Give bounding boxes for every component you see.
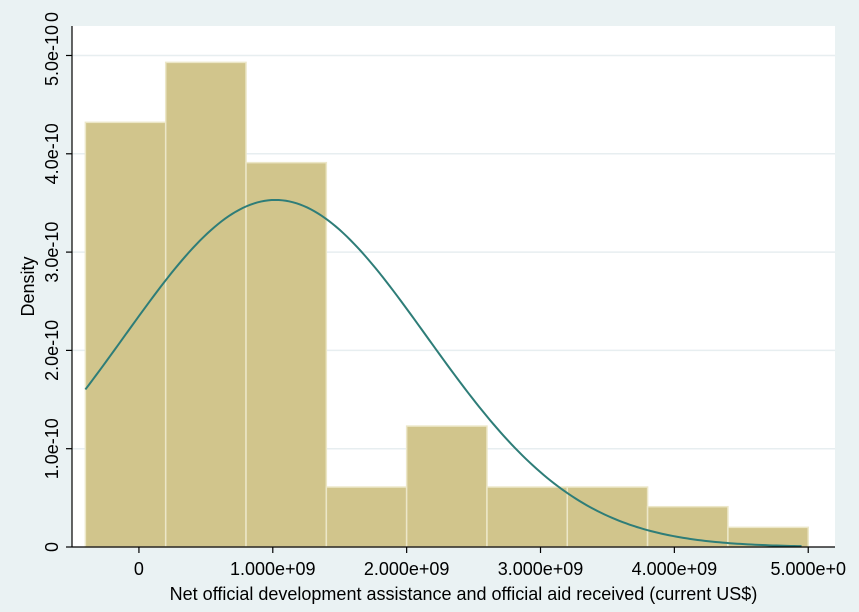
y-tick-label: 3.0e-10 <box>42 222 62 283</box>
histogram-bar <box>646 505 729 548</box>
histogram-bar <box>245 161 328 548</box>
x-tick-labels: 0 1.000e+09 2.000e+09 3.000e+09 4.000e+09 5.0… <box>134 559 846 579</box>
histogram-bar <box>486 486 569 548</box>
y-tick-labels: 0 1.0e-10 2.0e-10 3.0e-10 4.0e-10 5.0e-10 <box>42 25 62 552</box>
y-tick-label: 0 <box>42 542 62 552</box>
y-tick-label: 5.0e-10 <box>42 25 62 86</box>
histogram-bar <box>164 61 247 548</box>
axes <box>66 26 835 553</box>
x-tick-label: 2.000e+09 <box>364 559 450 579</box>
x-tick-label: 0 <box>134 559 144 579</box>
x-axis-title: Net official development assistance and … <box>170 584 758 604</box>
x-tick-label: 4.000e+09 <box>632 559 718 579</box>
y-top-tick-label: 0 <box>42 12 62 22</box>
normal-density-curve <box>84 198 802 548</box>
x-tick-label: 5.000e+0 <box>770 559 846 579</box>
histogram-bar <box>325 486 408 548</box>
x-tick-label: 3.000e+09 <box>498 559 584 579</box>
histogram-bar <box>566 486 649 548</box>
y-tick-label: 4.0e-10 <box>42 123 62 184</box>
y-tick-label: 2.0e-10 <box>42 320 62 381</box>
y-axis-title: Density <box>18 256 38 316</box>
y-tick-label: 1.0e-10 <box>42 418 62 479</box>
x-tick-label: 1.000e+09 <box>230 559 316 579</box>
histogram-bar <box>405 425 488 548</box>
